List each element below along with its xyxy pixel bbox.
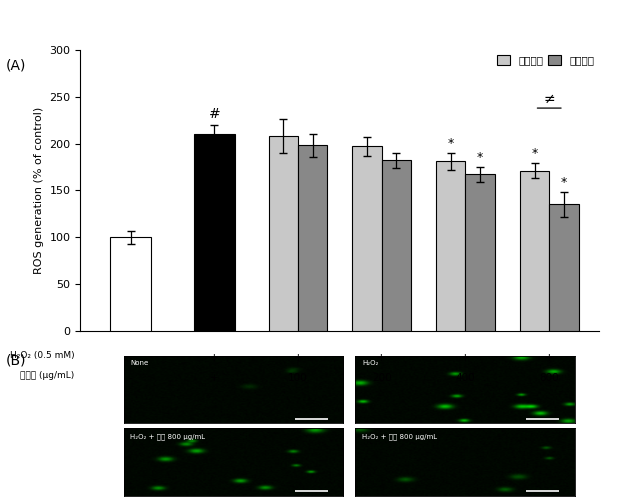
Text: None: None — [130, 360, 148, 366]
Text: H₂O₂ + 열수 800 μg/mL: H₂O₂ + 열수 800 μg/mL — [130, 433, 205, 440]
Text: *: * — [531, 147, 538, 160]
Text: 추출물 (μg/mL): 추출물 (μg/mL) — [20, 371, 74, 380]
Text: H₂O₂ + 효소 800 μg/mL: H₂O₂ + 효소 800 μg/mL — [362, 433, 437, 440]
Text: *: * — [477, 151, 483, 164]
Text: *: * — [561, 176, 567, 189]
Text: H₂O₂ (0.5 mM): H₂O₂ (0.5 mM) — [9, 351, 74, 360]
Text: +: + — [210, 353, 219, 363]
Text: +: + — [294, 353, 302, 363]
Text: +: + — [210, 373, 219, 383]
Bar — [194, 134, 235, 331]
Text: (B): (B) — [6, 353, 27, 367]
Text: 400: 400 — [455, 373, 475, 383]
Text: -: - — [129, 373, 132, 383]
Bar — [269, 136, 298, 331]
Text: *: * — [447, 137, 454, 150]
Text: 200: 200 — [372, 373, 392, 383]
Text: +: + — [461, 353, 470, 363]
Text: +: + — [378, 353, 386, 363]
Bar — [382, 160, 411, 331]
Bar — [436, 161, 465, 331]
Bar — [520, 171, 549, 331]
Text: 800: 800 — [540, 373, 559, 383]
Text: -: - — [129, 353, 132, 363]
Text: ≠: ≠ — [543, 92, 555, 106]
Text: +: + — [545, 353, 554, 363]
Text: H₂O₂: H₂O₂ — [362, 360, 378, 366]
Text: (A): (A) — [6, 59, 27, 73]
Legend: 열수추출, 효소추출: 열수추출, 효소추출 — [497, 55, 595, 66]
Bar — [298, 145, 328, 331]
Bar — [549, 204, 578, 331]
Bar — [110, 237, 151, 331]
Bar — [352, 146, 382, 331]
Text: #: # — [208, 107, 220, 121]
Text: 100: 100 — [288, 373, 308, 383]
Bar — [465, 174, 495, 331]
Y-axis label: ROS generation (% of control): ROS generation (% of control) — [34, 107, 44, 274]
